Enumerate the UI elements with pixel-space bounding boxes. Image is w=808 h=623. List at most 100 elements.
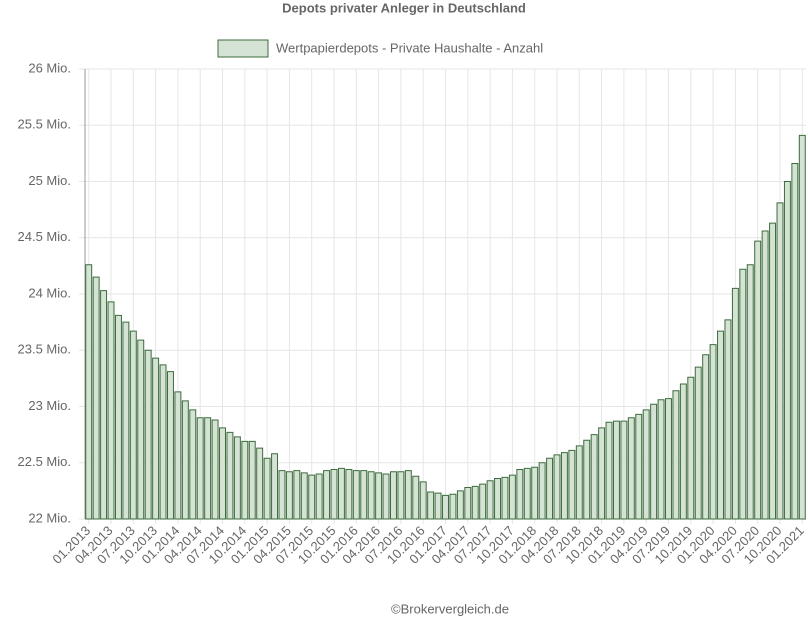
bar xyxy=(769,222,777,520)
bar xyxy=(263,457,271,520)
bar xyxy=(300,472,308,520)
bar xyxy=(620,420,628,520)
bar xyxy=(219,427,226,520)
bar xyxy=(397,471,405,520)
bar xyxy=(798,134,806,520)
bar xyxy=(427,491,435,520)
bar xyxy=(449,493,457,520)
y-tick-label: 22 Mio. xyxy=(28,510,71,525)
y-tick-label: 25 Mio. xyxy=(28,173,71,188)
bar xyxy=(181,400,189,520)
bar xyxy=(598,427,606,520)
bar xyxy=(248,440,256,520)
bar xyxy=(285,471,293,520)
bar xyxy=(508,474,516,520)
bar xyxy=(204,417,212,520)
bar xyxy=(323,470,331,520)
bar xyxy=(256,447,264,520)
bar xyxy=(456,490,464,520)
bar xyxy=(337,467,345,520)
bar xyxy=(308,474,316,520)
bar xyxy=(241,440,249,520)
bar xyxy=(590,434,598,520)
bar xyxy=(754,240,762,520)
bar xyxy=(575,445,583,520)
bar xyxy=(419,481,427,520)
bar xyxy=(783,181,791,520)
bar xyxy=(665,398,672,520)
bar xyxy=(605,421,613,520)
bar xyxy=(137,339,145,520)
bar xyxy=(612,420,620,520)
y-tick-label: 23 Mio. xyxy=(28,398,71,413)
bar xyxy=(345,469,353,520)
bar xyxy=(731,287,739,520)
bar xyxy=(412,475,420,520)
bar xyxy=(404,470,412,520)
bar xyxy=(776,202,784,520)
bar xyxy=(717,330,724,520)
y-tick-label: 22.5 Mio. xyxy=(18,454,71,469)
bar xyxy=(486,480,494,520)
bar xyxy=(122,321,130,520)
bar xyxy=(100,290,108,520)
legend-swatch[interactable] xyxy=(217,39,269,58)
bar xyxy=(144,349,152,520)
bar xyxy=(494,478,502,520)
bar xyxy=(330,469,338,520)
bar xyxy=(746,264,754,520)
bar xyxy=(107,301,115,520)
bar xyxy=(434,492,442,520)
bar xyxy=(791,163,799,520)
bar xyxy=(761,230,769,520)
y-tick-label: 24 Mio. xyxy=(28,285,71,300)
bar xyxy=(560,452,568,520)
y-tick-label: 24.5 Mio. xyxy=(18,229,71,244)
bar xyxy=(315,473,323,520)
y-tick-label: 26 Mio. xyxy=(28,60,71,75)
bar xyxy=(583,439,591,520)
bar xyxy=(657,399,665,520)
bar xyxy=(233,436,241,520)
bar xyxy=(152,357,160,520)
bar xyxy=(627,417,635,520)
bar xyxy=(635,413,643,520)
bar xyxy=(739,268,747,520)
bar xyxy=(129,330,137,520)
bar xyxy=(375,472,383,520)
bar xyxy=(114,314,122,520)
bar xyxy=(546,457,554,520)
bar xyxy=(702,354,710,520)
bar xyxy=(650,403,658,520)
bar xyxy=(352,470,360,520)
bar xyxy=(523,467,531,520)
bar xyxy=(159,364,167,520)
bar xyxy=(85,264,93,520)
y-tick-label: 25.5 Mio. xyxy=(18,117,71,132)
bar xyxy=(367,471,375,520)
bar xyxy=(92,276,100,520)
bar xyxy=(679,383,687,520)
legend-label[interactable]: Wertpapierdepots - Private Haushalte - A… xyxy=(276,40,543,55)
bar xyxy=(271,453,279,520)
y-tick-label: 23.5 Mio. xyxy=(18,342,71,357)
bar xyxy=(174,391,182,520)
bar xyxy=(360,470,368,520)
bar xyxy=(464,487,472,520)
bar xyxy=(694,366,702,520)
bar xyxy=(278,470,286,520)
bar xyxy=(687,376,695,520)
bar xyxy=(672,390,680,520)
bar xyxy=(471,485,479,520)
bar xyxy=(516,469,524,520)
bar xyxy=(553,454,561,520)
bar xyxy=(189,409,197,520)
bar xyxy=(568,449,576,520)
bar xyxy=(442,494,449,520)
bar xyxy=(538,462,546,520)
bar xyxy=(196,417,204,520)
bar xyxy=(724,319,732,520)
bar xyxy=(389,471,397,520)
chart-title: Depots privater Anleger in Deutschland xyxy=(282,0,526,15)
